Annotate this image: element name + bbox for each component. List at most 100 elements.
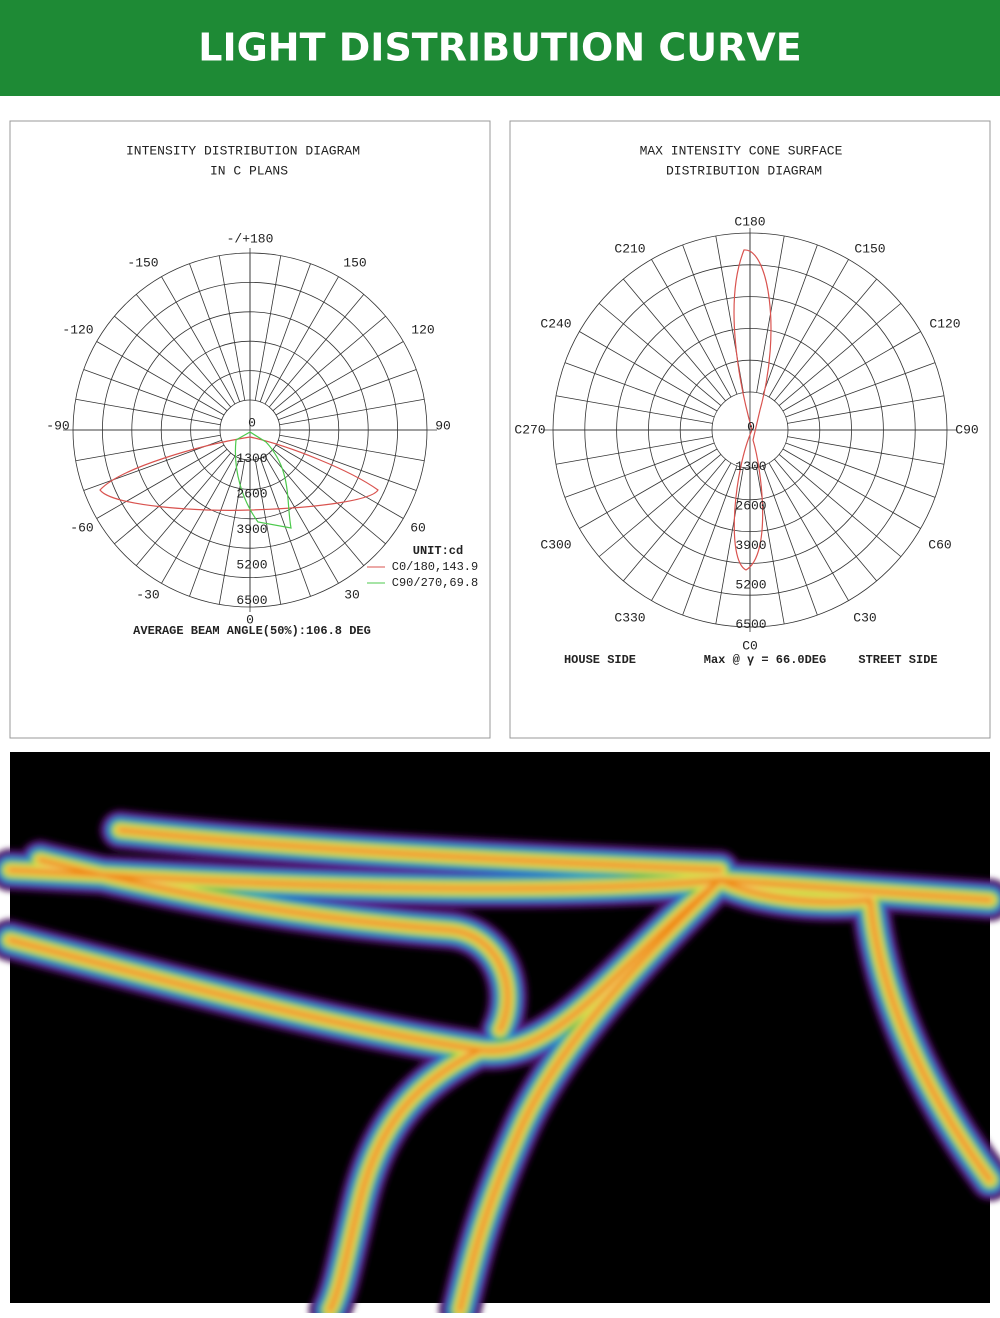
legend-entry: C0/180,143.9	[392, 560, 478, 574]
spoke	[114, 448, 228, 545]
ring-label: 2600	[236, 486, 267, 501]
spoke	[782, 331, 921, 412]
spoke	[682, 244, 738, 395]
legend-entry: C90/270,69.8	[392, 576, 478, 590]
spoke	[279, 434, 425, 462]
spoke	[135, 294, 232, 408]
spoke	[278, 369, 417, 421]
spoke	[651, 462, 732, 601]
angle-label: C120	[929, 316, 960, 331]
spoke	[96, 341, 225, 416]
spoke	[268, 294, 365, 408]
spoke	[598, 454, 722, 557]
spoke	[75, 434, 221, 462]
angle-label: C0	[742, 638, 758, 653]
spoke	[579, 331, 718, 412]
isolux-band	[457, 877, 723, 1313]
spoke	[768, 462, 849, 601]
spoke	[264, 455, 339, 584]
spoke	[774, 458, 877, 582]
right-footer: HOUSE SIDE	[564, 653, 636, 667]
angle-label: 120	[411, 322, 434, 337]
isolux-band	[37, 857, 510, 1033]
spoke	[778, 303, 902, 406]
spoke	[275, 341, 404, 416]
c90-curve	[234, 431, 292, 529]
spoke	[787, 436, 945, 465]
spoke	[762, 465, 818, 616]
left-title: IN C PLANS	[210, 163, 288, 178]
spoke	[279, 398, 425, 426]
angle-label: 0	[246, 612, 254, 627]
spoke	[651, 259, 732, 398]
spoke	[254, 255, 282, 401]
spoke	[623, 278, 726, 402]
angle-label: C300	[540, 537, 571, 552]
spoke	[189, 458, 241, 597]
spoke	[83, 369, 222, 421]
spoke	[268, 452, 365, 566]
ring-label: 3900	[236, 522, 267, 537]
spoke	[564, 362, 715, 418]
spoke	[272, 448, 386, 545]
spoke	[782, 448, 921, 529]
angle-label: -30	[136, 587, 159, 602]
angle-label: C180	[734, 214, 765, 229]
angle-label: -/+180	[227, 231, 274, 246]
spoke	[787, 395, 945, 424]
ring-label: 5200	[735, 577, 766, 592]
spoke	[189, 263, 241, 402]
angle-label: C60	[928, 537, 951, 552]
angle-label: -120	[62, 322, 93, 337]
isolux-band	[117, 827, 723, 873]
angle-label: C90	[955, 422, 978, 437]
spoke	[114, 315, 228, 412]
cone-curve	[733, 249, 772, 571]
right-title: MAX INTENSITY CONE SURFACE	[640, 143, 843, 158]
left-footer: AVERAGE BEAM ANGLE(50%):106.8 DEG	[133, 624, 371, 638]
right-grid	[543, 228, 957, 632]
spoke	[564, 442, 715, 498]
angle-label: -90	[46, 418, 69, 433]
spoke	[161, 455, 236, 584]
spoke	[682, 465, 738, 616]
angle-label: 150	[343, 255, 366, 270]
angle-label: 30	[344, 587, 360, 602]
angle-label: C210	[614, 241, 645, 256]
spoke	[785, 442, 936, 498]
spoke	[774, 278, 877, 402]
ring-label: 1300	[735, 459, 766, 474]
spoke	[218, 255, 246, 401]
spoke	[264, 276, 339, 405]
header-bar	[0, 0, 1000, 96]
angle-label: 60	[410, 520, 426, 535]
spoke	[161, 276, 236, 405]
right-title: DISTRIBUTION DIAGRAM	[666, 163, 822, 178]
angle-label: C330	[614, 610, 645, 625]
ring-label: 3900	[735, 538, 766, 553]
spoke	[762, 244, 818, 395]
spoke	[272, 315, 386, 412]
spoke	[555, 395, 713, 424]
spoke	[579, 448, 718, 529]
spoke	[278, 439, 417, 491]
angle-label: -150	[127, 255, 158, 270]
spoke	[83, 439, 222, 491]
spoke	[555, 436, 713, 465]
ring-label: 6500	[735, 617, 766, 632]
ring-label: 0	[747, 419, 755, 434]
spoke	[275, 444, 404, 519]
header-title: LIGHT DISTRIBUTION CURVE	[198, 26, 801, 70]
isolux-map	[0, 752, 1000, 1318]
spoke	[218, 459, 246, 605]
isolux-band	[327, 1047, 483, 1313]
ring-label: 6500	[236, 593, 267, 608]
angle-label: C30	[853, 610, 876, 625]
ring-label: 0	[248, 415, 256, 430]
angle-label: C270	[514, 422, 545, 437]
ring-label: 5200	[236, 557, 267, 572]
spoke	[756, 467, 785, 625]
spoke	[778, 454, 902, 557]
spoke	[96, 444, 225, 519]
right-footer: Max @ γ = 66.0DEG	[704, 653, 826, 667]
